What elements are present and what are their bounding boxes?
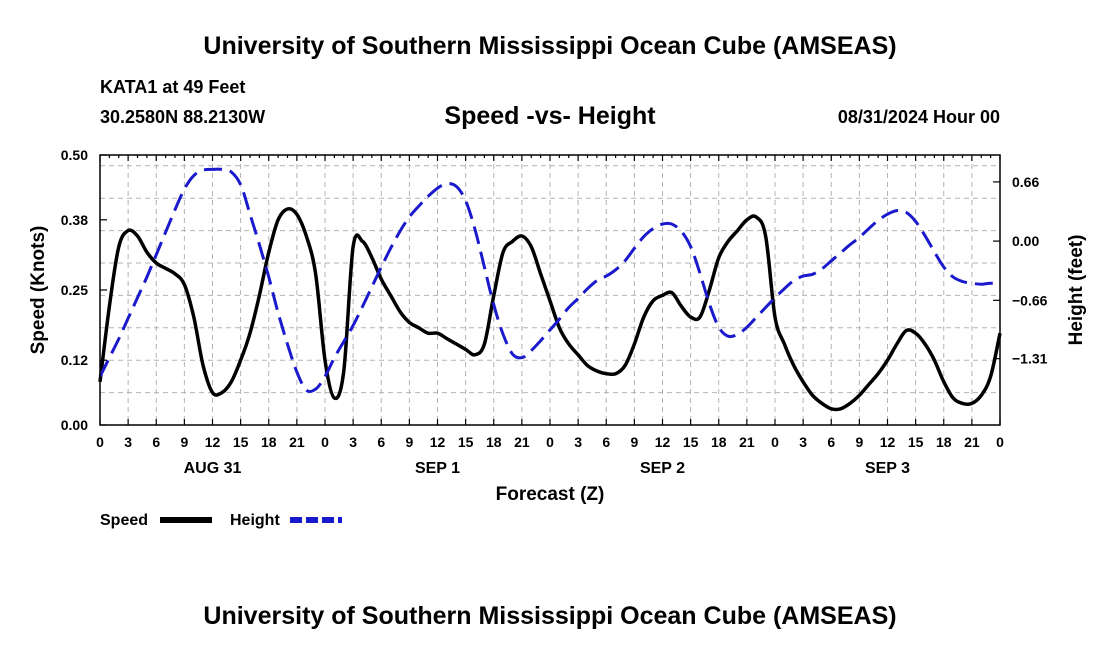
x-tick-label: 18 (936, 434, 952, 450)
x-tick-label: 12 (880, 434, 896, 450)
y-axis-right-title: Height (feet) (1066, 235, 1087, 346)
series-line-height (98, 167, 1001, 394)
chart-title-bottom: University of Southern Mississippi Ocean… (203, 602, 896, 630)
x-tick-label: 15 (908, 434, 924, 450)
station-label: KATA1 at 49 Feet (100, 77, 245, 97)
x-day-label: AUG 31 (184, 460, 242, 477)
x-tick-label: 3 (349, 434, 357, 450)
y-left-tick-label: 0.00 (61, 417, 88, 433)
x-tick-label: 15 (683, 434, 699, 450)
datetime-label: 08/31/2024 Hour 00 (838, 107, 1000, 127)
x-axis-title: Forecast (Z) (496, 484, 605, 505)
y-left-tick-label: 0.38 (61, 212, 88, 228)
x-tick-label: 12 (205, 434, 221, 450)
x-tick-label: 21 (514, 434, 530, 450)
y-left-tick-label: 0.50 (61, 147, 88, 163)
x-day-label: SEP 3 (865, 460, 910, 477)
x-tick-label: 0 (96, 434, 104, 450)
x-tick-label: 9 (630, 434, 638, 450)
x-tick-label: 9 (405, 434, 413, 450)
y-right-tick-label: −0.66 (1012, 292, 1048, 308)
x-tick-label: 15 (458, 434, 474, 450)
legend-height-label: Height (230, 512, 280, 529)
y-axis-left-title: Speed (Knots) (28, 226, 49, 355)
x-tick-label: 18 (261, 434, 277, 450)
legend-speed-label: Speed (100, 512, 148, 529)
series-layer (98, 167, 1002, 412)
x-tick-label: 6 (377, 434, 385, 450)
chart-subtitle: Speed -vs- Height (444, 102, 656, 130)
x-tick-label: 9 (180, 434, 188, 450)
x-tick-label: 0 (321, 434, 329, 450)
series-line-speed (98, 207, 1002, 412)
legend: Speed Height (100, 512, 342, 529)
x-tick-label: 0 (546, 434, 554, 450)
coords-label: 30.2580N 88.2130W (100, 107, 265, 127)
tick-labels: 0 3 6 9 12 15 18 21 0 3 6 9 12 15 18 21 0 3 6 9 12 15 18 21 0 3 6 9… (61, 147, 1048, 477)
x-tick-label: 12 (430, 434, 446, 450)
x-tick-label: 6 (152, 434, 160, 450)
x-tick-label: 6 (827, 434, 835, 450)
y-left-tick-label: 0.25 (61, 282, 88, 298)
y-right-tick-label: 0.66 (1012, 174, 1039, 190)
x-tick-label: 3 (124, 434, 132, 450)
x-tick-label: 3 (574, 434, 582, 450)
chart-title-top: University of Southern Mississippi Ocean… (203, 32, 896, 60)
x-tick-label: 6 (602, 434, 610, 450)
x-tick-label: 9 (855, 434, 863, 450)
y-right-tick-label: 0.00 (1012, 233, 1039, 249)
y-left-tick-label: 0.12 (61, 352, 88, 368)
x-tick-label: 21 (739, 434, 755, 450)
x-day-label: SEP 2 (640, 460, 685, 477)
x-tick-label: 15 (233, 434, 249, 450)
grid (100, 155, 1000, 425)
x-tick-label: 21 (289, 434, 305, 450)
x-tick-label: 18 (711, 434, 727, 450)
x-tick-label: 18 (486, 434, 502, 450)
x-tick-label: 12 (655, 434, 671, 450)
x-tick-label: 0 (996, 434, 1004, 450)
x-tick-label: 0 (771, 434, 779, 450)
y-right-tick-label: −1.31 (1012, 351, 1048, 367)
x-tick-label: 21 (964, 434, 980, 450)
ticks (99, 154, 1001, 426)
x-tick-label: 3 (799, 434, 807, 450)
x-day-label: SEP 1 (415, 460, 460, 477)
